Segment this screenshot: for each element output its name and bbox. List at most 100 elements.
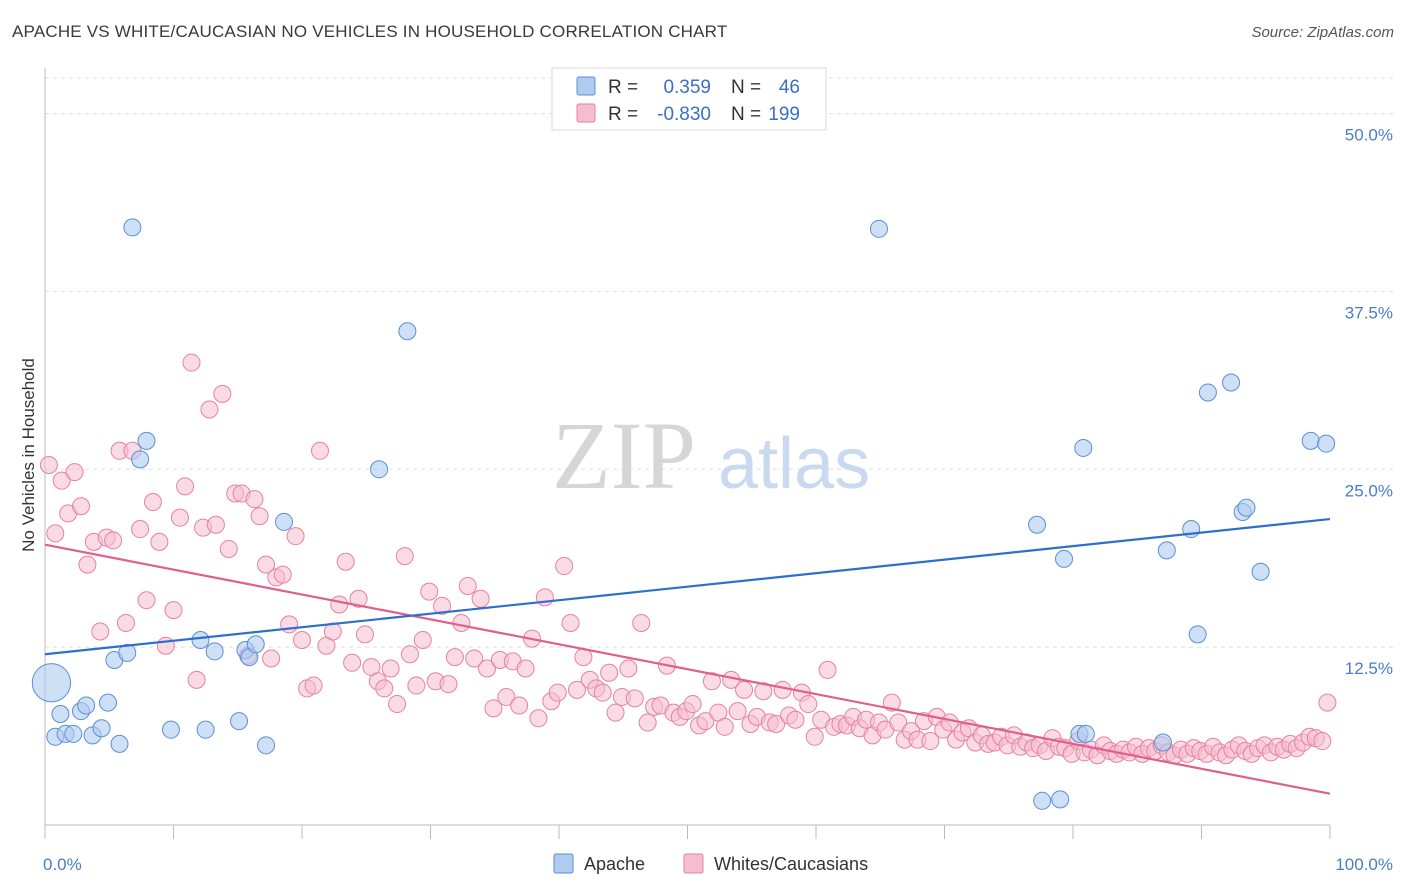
y-tick-labels: 12.5% 25.0% 37.5% 50.0% <box>1345 126 1393 679</box>
white-point <box>702 672 721 691</box>
white-point <box>561 613 580 632</box>
white-point <box>638 713 657 732</box>
apache-point <box>92 719 111 738</box>
apache-point <box>869 219 888 238</box>
apache-point <box>1251 562 1270 581</box>
white-point <box>116 613 135 632</box>
y-tick-label: 25.0% <box>1345 481 1393 500</box>
legend-white-r-label: R = <box>608 104 638 125</box>
apache-points <box>31 218 1336 810</box>
series-legend: Apache Whites/Caucasians <box>553 853 868 874</box>
white-point <box>219 539 238 558</box>
white-point <box>65 463 84 482</box>
white-point <box>245 490 264 509</box>
white-point <box>458 576 477 595</box>
white-point <box>471 589 490 608</box>
y-tick-label: 37.5% <box>1345 303 1393 322</box>
white-point <box>799 695 818 714</box>
white-point <box>71 497 90 516</box>
apache-point <box>51 705 70 724</box>
apache-point <box>1153 733 1172 752</box>
white-point <box>349 589 368 608</box>
white-points <box>39 353 1337 765</box>
series-legend-white-swatch <box>683 853 704 874</box>
white-point <box>805 727 824 746</box>
apache-point <box>31 663 72 703</box>
white-point <box>46 524 65 543</box>
apache-point <box>1188 625 1207 644</box>
x-tick-labels: 0.0% 100.0% <box>43 855 1393 874</box>
apache-point <box>398 322 417 341</box>
white-point <box>170 508 189 527</box>
white-point <box>735 680 754 699</box>
apache-point <box>205 642 224 661</box>
y-axis-title: No Vehicles in Household <box>19 358 38 552</box>
white-point <box>407 676 426 695</box>
gridlines <box>45 77 1395 648</box>
white-point <box>293 631 311 650</box>
legend-white-r-value: -0.830 <box>657 104 711 125</box>
white-point <box>715 717 734 736</box>
white-point <box>567 680 586 699</box>
white-point <box>445 648 464 667</box>
legend-apache-n-value: 46 <box>779 77 800 98</box>
white-point <box>1318 693 1337 712</box>
white-point <box>187 670 206 689</box>
legend-white-swatch <box>576 103 596 123</box>
white-point <box>131 520 150 539</box>
apache-point <box>1028 515 1047 534</box>
apache-point <box>230 712 249 731</box>
chart-title: APACHE VS WHITE/CAUCASIAN NO VEHICLES IN… <box>12 22 728 41</box>
white-point <box>310 441 329 460</box>
white-point <box>420 582 439 601</box>
white-point <box>164 601 183 620</box>
apache-point <box>1074 438 1093 457</box>
white-trend-line <box>44 543 1331 795</box>
white-point <box>330 595 349 614</box>
apache-point <box>1198 383 1217 402</box>
white-point <box>754 682 773 701</box>
white-point <box>600 663 619 682</box>
white-point <box>375 679 394 698</box>
apache-point <box>137 431 156 450</box>
apache-point <box>161 720 180 739</box>
apache-point <box>370 460 389 479</box>
white-point <box>156 636 175 655</box>
legend-apache-r-label: R = <box>608 77 638 98</box>
white-point <box>478 659 497 678</box>
white-point <box>484 699 503 718</box>
white-point <box>52 471 71 490</box>
x-tick-label-max: 100.0% <box>1335 855 1393 874</box>
white-point <box>593 683 612 702</box>
apache-point <box>118 643 137 662</box>
apache-point <box>1157 541 1176 560</box>
white-point <box>510 696 529 715</box>
white-point <box>555 557 574 576</box>
apache-point <box>257 736 276 755</box>
apache-point <box>1222 373 1241 392</box>
white-point <box>91 622 110 641</box>
white-point <box>182 353 201 372</box>
white-point <box>439 675 458 694</box>
white-point <box>696 712 715 731</box>
white-point <box>465 649 484 668</box>
apache-point <box>98 693 117 712</box>
apache-point <box>1237 498 1256 517</box>
white-point <box>137 591 156 610</box>
white-point <box>889 713 908 732</box>
stats-legend: R = 0.359 N = 46 R = -0.830 N = 199 <box>551 67 827 131</box>
apache-point <box>196 720 215 739</box>
white-point <box>516 659 535 678</box>
apache-point <box>191 631 210 650</box>
legend-apache-swatch <box>576 76 596 96</box>
white-point <box>39 456 58 475</box>
apache-point <box>1317 434 1336 453</box>
white-point <box>921 732 940 751</box>
apache-point <box>1033 791 1052 810</box>
legend-apache-r-value: 0.359 <box>663 77 711 98</box>
apache-point <box>110 734 129 753</box>
series-legend-white: Whites/Caucasians <box>714 854 868 874</box>
white-point <box>78 555 97 574</box>
white-point <box>286 527 305 546</box>
white-point <box>213 384 232 403</box>
